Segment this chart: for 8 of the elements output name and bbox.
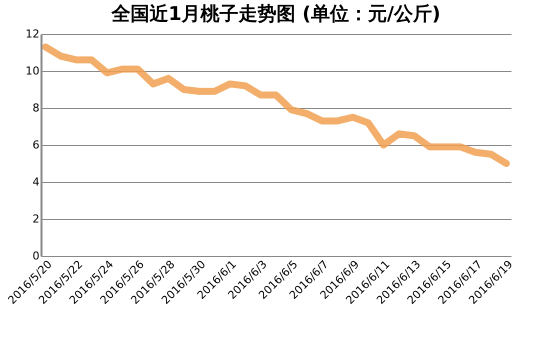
y-tick-label: 10 — [26, 64, 40, 78]
y-tick-label: 4 — [32, 176, 40, 188]
y-tick-label: 6 — [32, 138, 40, 152]
y-tick-label: 2 — [32, 212, 40, 226]
chart-title: 全国近1月桃子走势图 (单位：元/公斤) — [110, 3, 441, 25]
y-tick-label: 12 — [26, 28, 40, 40]
y-tick-label: 0 — [32, 250, 40, 262]
y-tick-label: 8 — [32, 102, 40, 114]
